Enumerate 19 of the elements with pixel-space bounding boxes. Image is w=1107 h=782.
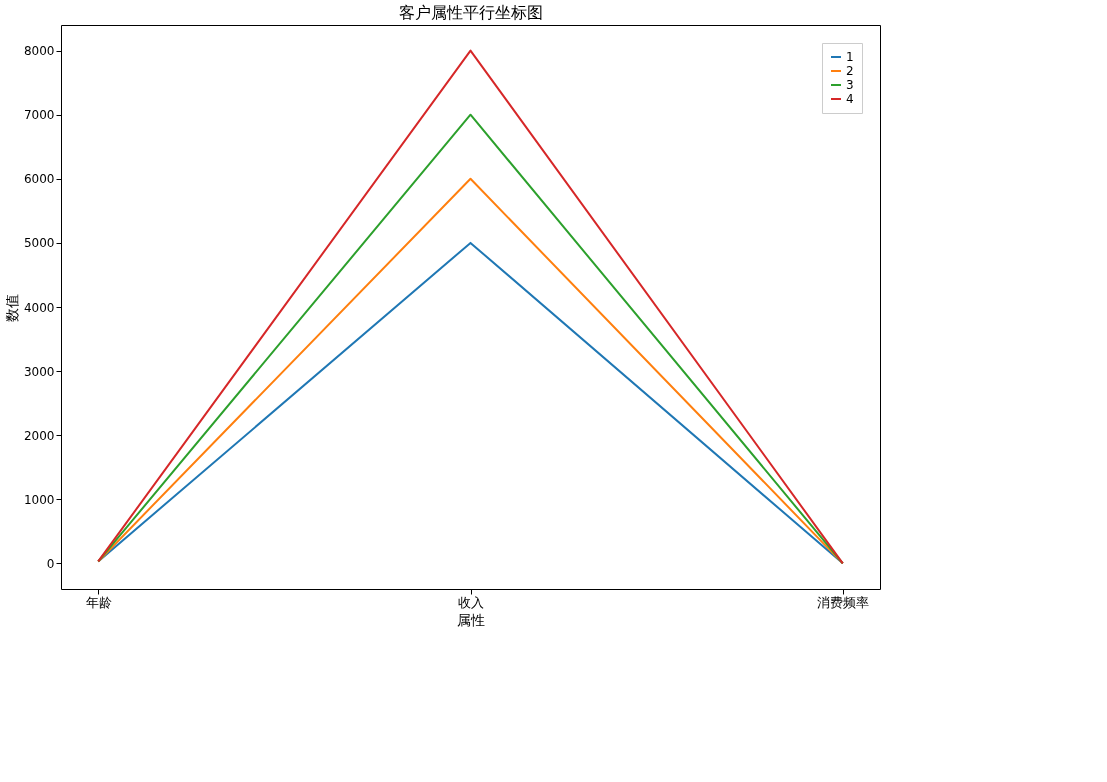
legend-label: 4 bbox=[846, 92, 854, 106]
x-tick-label: 收入 bbox=[458, 594, 484, 610]
y-tick-label: 2000 bbox=[23, 428, 55, 443]
x-tick-label: 年龄 bbox=[85, 594, 112, 610]
x-axis-title: 属性 bbox=[457, 611, 485, 628]
y-tick-label: 5000 bbox=[23, 236, 55, 251]
y-tick-label: 1000 bbox=[23, 492, 55, 507]
y-tick-label: 0 bbox=[46, 556, 55, 571]
y-tick-label: 6000 bbox=[23, 172, 55, 187]
y-tick-label: 4000 bbox=[23, 300, 55, 315]
x-tick-label: 消费频率 bbox=[817, 594, 870, 610]
y-tick-label: 3000 bbox=[23, 364, 55, 379]
chart-title: 客户属性平行坐标图 bbox=[398, 3, 543, 22]
y-tick-label: 7000 bbox=[23, 108, 55, 123]
legend-label: 3 bbox=[846, 78, 854, 92]
legend-label: 2 bbox=[846, 64, 854, 78]
y-axis-title: 数值 bbox=[3, 293, 20, 322]
y-tick-label: 8000 bbox=[23, 44, 55, 59]
legend-label: 1 bbox=[846, 50, 854, 64]
